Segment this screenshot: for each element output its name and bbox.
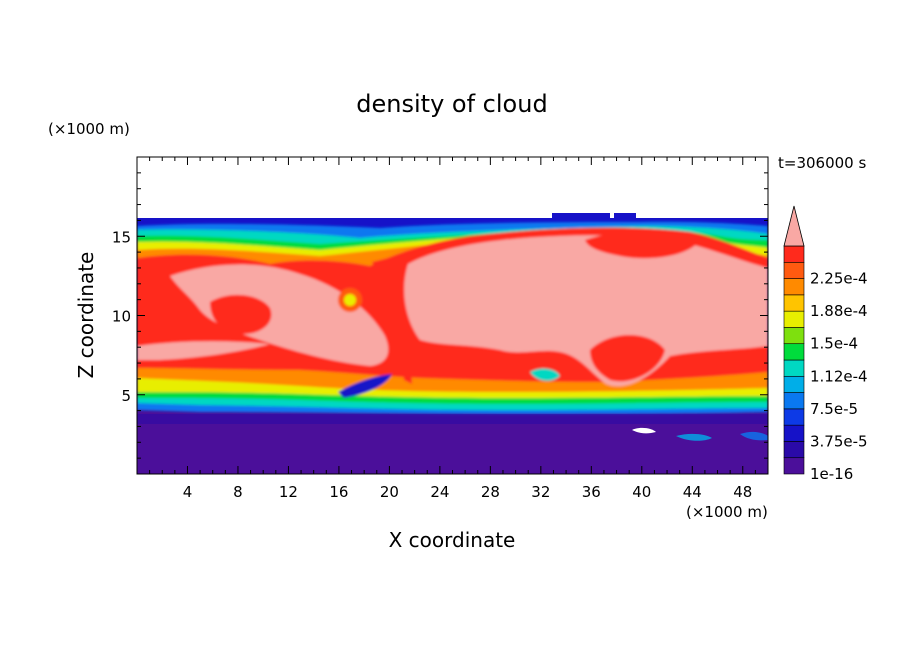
colorbar-over-arrow bbox=[783, 205, 805, 247]
empty-top-region bbox=[137, 157, 768, 217]
x-tick-label: 8 bbox=[233, 483, 243, 501]
colorbar-level bbox=[783, 424, 805, 442]
colorbar-tick-label: 1e-16 bbox=[810, 465, 853, 483]
colorbar-level bbox=[783, 343, 805, 361]
colorbar-level bbox=[783, 278, 805, 296]
colorbar-tick-label: 1.5e-4 bbox=[810, 335, 858, 353]
x-tick-label: 24 bbox=[430, 483, 449, 501]
core-pink-bottom-left bbox=[137, 341, 270, 360]
lower-white-spot bbox=[632, 427, 656, 434]
y-tick-label: 10 bbox=[112, 308, 131, 326]
colorbar-level bbox=[783, 457, 805, 475]
colorbar-level bbox=[783, 294, 805, 312]
x-tick-label: 48 bbox=[733, 483, 752, 501]
colorbar-level bbox=[783, 392, 805, 410]
eddy-upper-right bbox=[585, 231, 700, 259]
colorbar-tick-label: 1.88e-4 bbox=[810, 302, 868, 320]
top-blob-2 bbox=[614, 213, 636, 218]
x-tick-label: 36 bbox=[582, 483, 601, 501]
x-axis-label: X coordinate bbox=[389, 528, 516, 552]
core-pink-left bbox=[170, 264, 389, 366]
pocket-blue bbox=[338, 374, 392, 398]
x-tick-label: 44 bbox=[683, 483, 702, 501]
eddy-small-core bbox=[344, 294, 356, 306]
divider-band bbox=[372, 258, 412, 384]
lower-patch bbox=[676, 433, 712, 441]
colorbar-level bbox=[783, 310, 805, 328]
core-pink-main bbox=[404, 235, 768, 387]
time-label: t=306000 s bbox=[778, 154, 866, 172]
contour-field bbox=[137, 218, 768, 474]
colorbar-level bbox=[783, 359, 805, 377]
colorbar-tick-label: 7.5e-5 bbox=[810, 400, 858, 418]
x-tick-label: 16 bbox=[329, 483, 348, 501]
eddy-left bbox=[210, 294, 272, 334]
x-tick-label: 4 bbox=[183, 483, 193, 501]
lower-band-1 bbox=[137, 414, 768, 424]
colorbar: 1e-16 3.75e-5 7.5e-5 1.12e-4 1.5e-4 1.88e-4 2.… bbox=[783, 205, 868, 483]
pocket-cyan bbox=[530, 368, 560, 381]
y-axis-ticks: 5 10 15 bbox=[112, 172, 768, 459]
colorbar-level bbox=[783, 245, 805, 263]
x-tick-label: 20 bbox=[380, 483, 399, 501]
colorbar-level bbox=[783, 375, 805, 393]
x-tick-label: 40 bbox=[632, 483, 651, 501]
x-unit-label: (×1000 m) bbox=[686, 503, 768, 521]
lower-patch-2 bbox=[740, 431, 768, 441]
colorbar-level bbox=[783, 327, 805, 345]
colorbar-tick-label: 2.25e-4 bbox=[810, 270, 868, 288]
colorbar-level bbox=[783, 441, 805, 459]
y-unit-label: (×1000 m) bbox=[48, 120, 130, 138]
colorbar-level bbox=[783, 408, 805, 426]
chart-title: density of cloud bbox=[356, 90, 547, 118]
eddy-lower-center bbox=[590, 335, 665, 382]
x-tick-label: 12 bbox=[279, 483, 298, 501]
colorbar-tick-label: 3.75e-5 bbox=[810, 432, 868, 450]
y-tick-label: 5 bbox=[121, 387, 131, 405]
top-blob-1 bbox=[552, 213, 610, 218]
colorbar-level bbox=[783, 261, 805, 279]
x-tick-label: 28 bbox=[481, 483, 500, 501]
y-tick-label: 15 bbox=[112, 228, 131, 246]
x-axis-ticks: 4 8 12 16 20 24 28 32 36 40 44 48 bbox=[149, 157, 756, 501]
x-tick-label: 32 bbox=[531, 483, 550, 501]
y-axis-label: Z coordinate bbox=[74, 252, 98, 379]
colorbar-tick-label: 1.12e-4 bbox=[810, 367, 868, 385]
